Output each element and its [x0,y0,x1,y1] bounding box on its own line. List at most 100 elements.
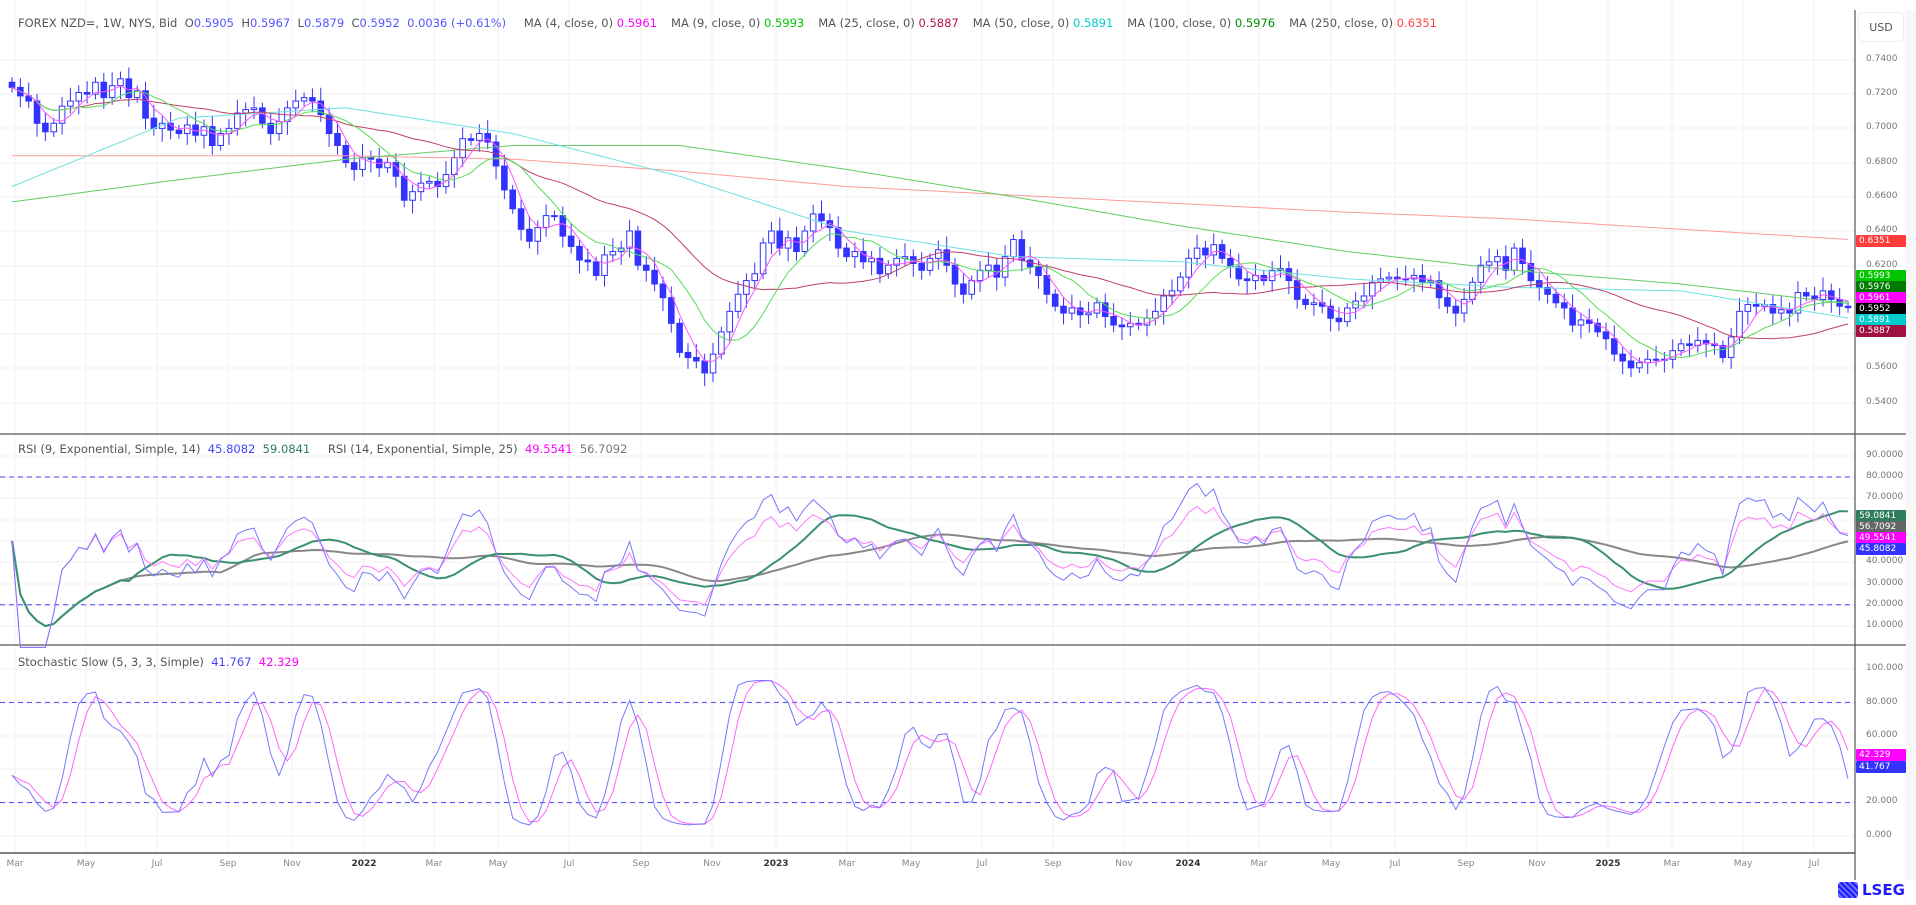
candle [709,353,717,374]
candle [100,81,108,99]
candle [918,262,925,271]
candle [1010,239,1017,258]
candle [734,293,742,312]
candle [1769,304,1777,314]
rsi-badge: 45.8082 [1856,543,1906,555]
candle [609,251,617,256]
open-label: O [184,16,194,30]
candle [250,107,258,111]
candle [175,129,183,135]
price-badge: 0.5952 [1856,303,1906,315]
stoch-label: Stochastic Slow (5, 3, 3, Simple) [18,655,204,669]
time-tick: Nov [1528,859,1546,869]
candle [1802,292,1810,297]
time-tick: 2025 [1595,859,1621,869]
candle [1335,317,1343,323]
candle [584,259,592,263]
candle [926,257,934,271]
candle [1594,322,1601,333]
candle [150,117,158,129]
candle [292,100,300,109]
candle [409,191,416,201]
rsi1-value: 45.8082 [207,442,256,456]
candle [1444,297,1451,307]
time-tick: Sep [1457,859,1475,869]
stoch-d-value: 42.329 [258,655,300,669]
candle [1327,305,1334,319]
open-value: 0.5905 [193,16,234,30]
candle [334,133,341,146]
candle [1677,343,1685,352]
time-tick: 2022 [351,859,377,869]
time-tick: May [1733,859,1753,869]
candle [718,331,725,355]
logo-text: LSEG [1862,881,1905,899]
candle [551,215,558,218]
candle [1777,309,1785,314]
ma-label: MA (4, close, 0) [523,16,614,30]
price-tick: 0.7000 [1866,122,1898,132]
candle [350,162,358,170]
candle [217,133,224,146]
candle [1636,362,1643,369]
candle [83,91,91,95]
close-value: 0.5952 [359,16,400,30]
candle [1302,298,1309,306]
ma-label: MA (250, close, 0) [1289,16,1394,30]
candle [1360,295,1368,302]
time-tick: Nov [283,859,301,869]
candle [384,162,391,169]
price-badge: 0.6351 [1856,235,1906,247]
time-tick: Jul [563,859,575,869]
candle [1627,360,1635,369]
time-tick: Jul [1808,859,1820,869]
candle [642,264,650,271]
scrollbar-track [1906,10,1916,880]
candle [476,133,483,141]
candle [968,280,976,295]
candle [1343,307,1351,323]
time-tick: Sep [219,859,237,869]
rsi9-line [11,482,1849,648]
price-tick: 0.6200 [1866,260,1898,270]
candle [601,254,608,276]
price-badge: 0.5891 [1856,314,1906,326]
candle [1452,305,1460,314]
price-tick: 0.5600 [1866,362,1898,372]
time-tick: May [1321,859,1341,869]
candle [1494,256,1501,263]
rsi-tick: 40.0000 [1866,556,1904,566]
candle [309,97,316,102]
ma9-line [11,86,1849,359]
ma-value: 0.5993 [763,16,805,30]
ma-value: 0.5961 [616,16,658,30]
stoch-tick: 80.000 [1866,697,1898,707]
time-tick: Mar [6,859,24,869]
time-tick: Mar [1250,859,1268,869]
currency-button[interactable]: USD [1858,12,1904,42]
candle [1794,292,1802,314]
time-tick: Nov [1115,859,1133,869]
price-tick: 0.6800 [1866,157,1898,167]
candle [884,264,892,275]
candle [726,310,734,333]
candle [509,189,517,210]
candle [1485,261,1493,266]
candle [25,95,32,102]
stoch-k-line [11,679,1849,826]
candle [92,81,99,95]
candle [484,133,491,143]
candle [851,251,859,258]
candle [1619,353,1626,362]
candle [1369,281,1376,297]
candle [1844,305,1852,309]
stoch-tick: 0.000 [1866,830,1892,840]
time-tick: May [488,859,508,869]
candle [893,257,900,266]
ma-value: 0.6351 [1396,16,1437,30]
rsi14-ma-line [11,533,1849,628]
candle [768,230,775,244]
candle [1310,302,1318,306]
candle [459,138,466,158]
